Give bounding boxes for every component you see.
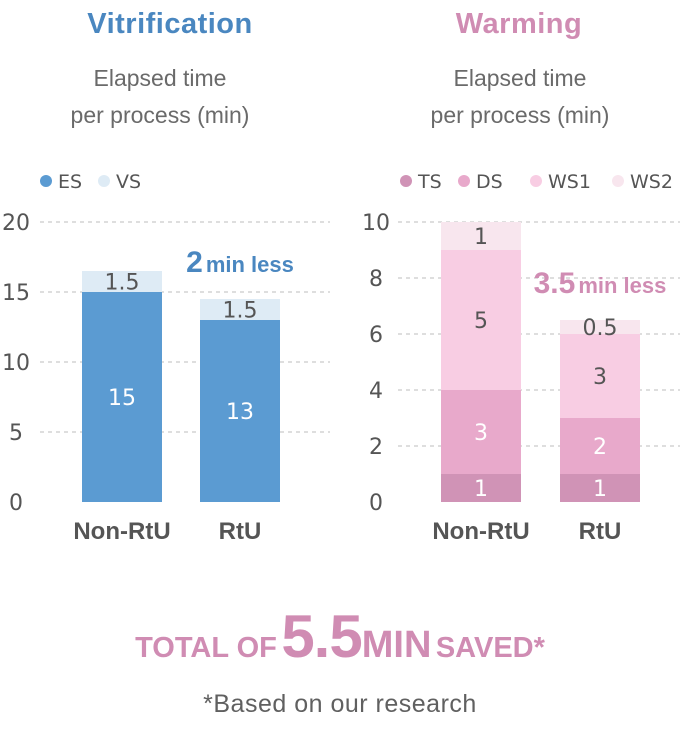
bar-segment-vs (200, 299, 280, 320)
y-tick-label: 10 (362, 211, 390, 236)
y-tick-label: 8 (369, 267, 383, 292)
savings-value: 3.5 (534, 267, 576, 300)
data-label: 13 (226, 400, 254, 425)
vitrification-chart: 0 5 10 15 20 ES VS 15 1.5 Non-RtU 13 1.5 RtU 2 min les… (2, 171, 330, 545)
vitrification-subtitle: Elapsed time per process (min) (0, 60, 330, 134)
legend-label-es: ES (58, 171, 82, 193)
savings-annotation: 3.5 min less (534, 267, 667, 300)
legend-label-vs: VS (116, 171, 141, 193)
legend-marker-vs (98, 175, 110, 187)
total-prefix: TOTAL OF (135, 632, 277, 664)
data-label: 1 (474, 477, 488, 502)
x-category-label: RtU (579, 518, 622, 545)
data-label: 2 (593, 435, 607, 460)
warming-subtitle-line-1: Elapsed time (453, 65, 587, 91)
x-category-label: Non-RtU (432, 518, 529, 545)
y-tick-label: 2 (369, 435, 383, 460)
data-label: 1.5 (223, 299, 258, 324)
total-suffix: SAVED* (435, 632, 545, 664)
vitrification-title: Vitrification (87, 8, 253, 40)
bar-segment-ws2 (441, 222, 521, 250)
footnote: *Based on our research (203, 690, 477, 718)
total-unit: MIN (361, 624, 432, 666)
savings-annotation: 2 min less (186, 246, 294, 279)
data-label: 15 (108, 386, 136, 411)
warming-chart: 0 2 4 6 8 10 TS DS WS1 WS2 1 3 5 1 Non-RtU 1 2 3 0.5 RtU 3.5… (362, 171, 680, 545)
legend-marker-es (40, 175, 52, 187)
bar-segment-ds (441, 390, 521, 474)
bar-segment-es (200, 320, 280, 502)
bar-segment-ws1 (441, 250, 521, 390)
data-label: 1.5 (105, 271, 140, 296)
legend-label-ws1: WS1 (548, 171, 591, 193)
bar-segment-es (82, 292, 162, 502)
data-label: 3 (474, 421, 488, 446)
y-tick-label: 20 (2, 211, 30, 236)
legend-label-ts: TS (417, 171, 442, 193)
legend-label-ws2: WS2 (630, 171, 673, 193)
bar-segment-ts (441, 474, 521, 502)
bar-segment-vs (82, 271, 162, 292)
legend-marker-ws1 (530, 175, 542, 187)
vitrification-subtitle-line-1: Elapsed time (93, 65, 227, 91)
y-tick-label: 0 (369, 491, 383, 516)
data-label: 5 (474, 309, 488, 334)
y-tick-label: 4 (369, 379, 383, 404)
y-tick-label: 0 (9, 491, 23, 516)
savings-unit: min less (578, 273, 666, 298)
data-label: 1 (593, 477, 607, 502)
vitrification-subtitle-line-2: per process (min) (70, 102, 250, 128)
bar-segment-ws1 (560, 334, 640, 418)
legend-marker-ts (400, 175, 412, 187)
y-tick-label: 5 (9, 421, 23, 446)
bar-segment-ds (560, 418, 640, 474)
legend-marker-ws2 (612, 175, 624, 187)
data-label: 1 (474, 225, 488, 250)
total-saved: TOTAL OF 5.5MIN SAVED* (0, 602, 680, 671)
warming-subtitle-line-2: per process (min) (430, 102, 610, 128)
legend-label-ds: DS (476, 171, 503, 193)
bar-segment-ts (560, 474, 640, 502)
warming-subtitle: Elapsed time per process (min) (350, 60, 680, 134)
savings-unit: min less (206, 252, 294, 277)
x-category-label: RtU (219, 518, 262, 545)
legend-marker-ds (458, 175, 470, 187)
bar-segment-ws2 (560, 320, 640, 334)
y-tick-label: 6 (369, 323, 383, 348)
total-value: 5.5 (281, 603, 362, 670)
data-label: 0.5 (583, 316, 618, 341)
x-category-label: Non-RtU (73, 518, 170, 545)
y-tick-label: 10 (2, 351, 30, 376)
data-label: 3 (593, 365, 607, 390)
y-tick-label: 15 (2, 281, 30, 306)
savings-value: 2 (186, 246, 203, 279)
warming-title: Warming (455, 8, 583, 40)
